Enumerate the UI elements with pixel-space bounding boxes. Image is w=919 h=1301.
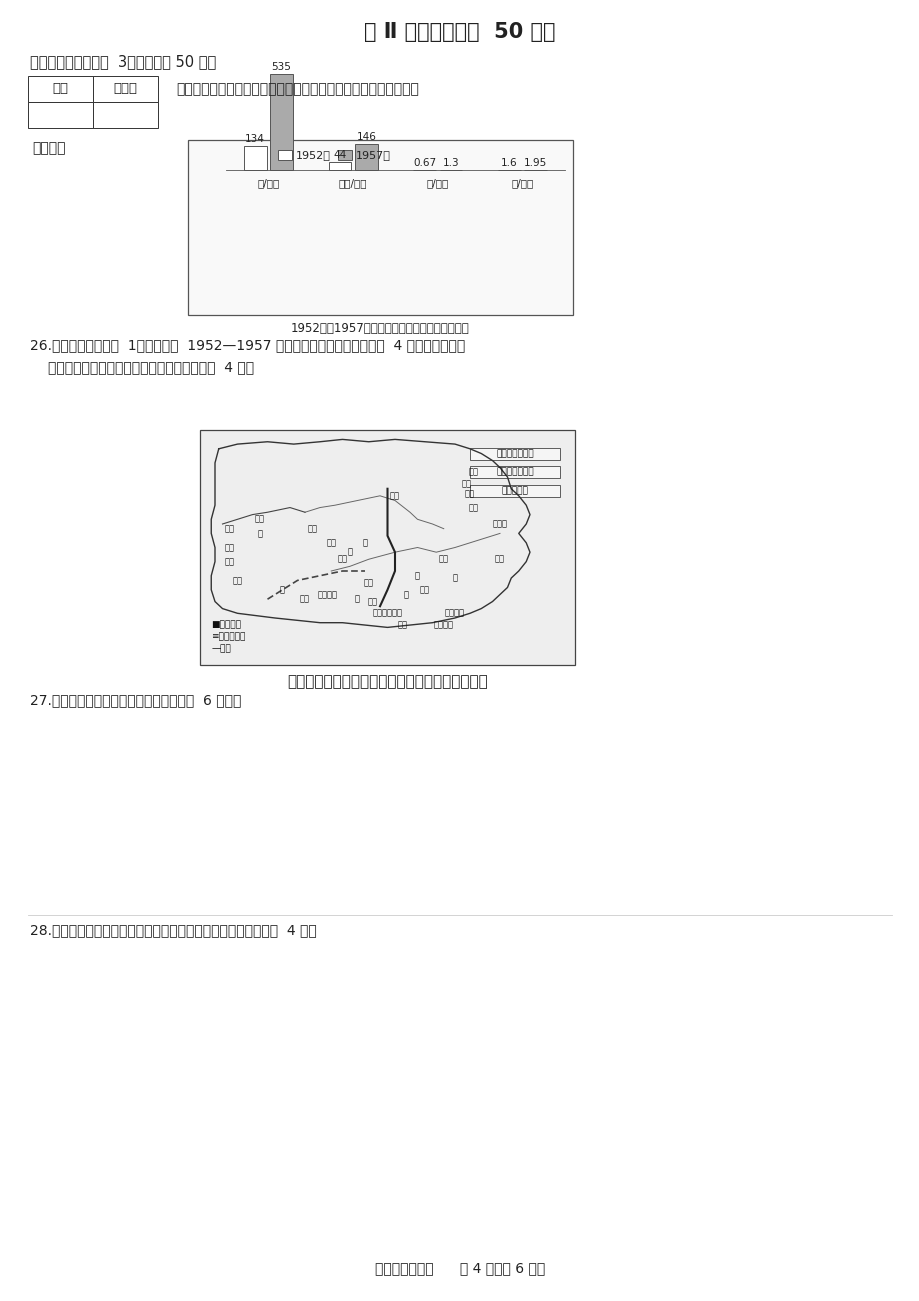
Text: 宝鸡: 宝鸡 xyxy=(337,554,347,563)
Bar xyxy=(28,101,93,127)
Text: 连云港: 连云港 xyxy=(492,519,507,528)
Text: 长春: 长春 xyxy=(469,468,478,476)
Text: 得分: 得分 xyxy=(52,82,68,95)
Text: 新藏: 新藏 xyxy=(225,543,234,552)
Bar xyxy=(93,101,158,127)
Bar xyxy=(187,141,573,315)
Text: 二、史料分析题（共  3个大题，共 50 分）: 二、史料分析题（共 3个大题，共 50 分） xyxy=(30,55,216,69)
Text: 第 Ⅱ 卷（非选择题  50 分）: 第 Ⅱ 卷（非选择题 50 分） xyxy=(364,22,555,42)
Text: 雅安: 雅安 xyxy=(367,597,377,606)
Text: 青: 青 xyxy=(279,585,285,595)
Text: 27.阅读上图，请写出两项建设主要成就（  6 分）。: 27.阅读上图，请写出两项建设主要成就（ 6 分）。 xyxy=(30,693,241,706)
Text: 第一汽车制造厂: 第一汽车制造厂 xyxy=(495,449,533,458)
Text: 路: 路 xyxy=(355,595,359,604)
Text: 煎/亿吨: 煎/亿吨 xyxy=(426,178,448,189)
Bar xyxy=(278,150,291,160)
Text: 藏: 藏 xyxy=(257,530,262,537)
Bar xyxy=(337,150,352,160)
Text: 锂/万吨: 锂/万吨 xyxy=(257,178,279,189)
Text: 134: 134 xyxy=(245,134,265,144)
Text: 北京: 北京 xyxy=(390,492,400,501)
Text: 1952年: 1952年 xyxy=(296,150,331,160)
Text: 大型轧钢厂: 大型轧钢厂 xyxy=(501,487,528,496)
Text: 成都: 成都 xyxy=(363,578,373,587)
Text: 公路: 公路 xyxy=(225,557,234,566)
Text: 普兰: 普兰 xyxy=(233,576,243,585)
Text: 535: 535 xyxy=(271,62,291,73)
Text: 武汉: 武汉 xyxy=(438,554,448,563)
Bar xyxy=(93,75,158,101)
Text: 沈阳: 沈阳 xyxy=(460,480,471,489)
Text: 鞍山: 鞍山 xyxy=(464,489,474,498)
Text: 第一个五年计划工业交通建设主要成就分布示意图: 第一个五年计划工业交通建设主要成就分布示意图 xyxy=(287,674,487,690)
Bar xyxy=(355,144,378,170)
Text: 武汉: 武汉 xyxy=(420,585,429,595)
Text: 鹰厦铁路: 鹰厦铁路 xyxy=(433,621,453,630)
Bar xyxy=(28,75,93,101)
Bar xyxy=(244,146,267,170)
Text: —公路: —公路 xyxy=(211,644,231,653)
Text: 1957年: 1957年 xyxy=(356,150,391,160)
Text: 0.67: 0.67 xyxy=(413,157,436,168)
Bar xyxy=(470,448,560,459)
Text: 1952年和1957年我国工农业主要产品产量示意图: 1952年和1957年我国工农业主要产品产量示意图 xyxy=(290,321,470,334)
Text: 川藏公路: 川藏公路 xyxy=(317,589,337,598)
Text: 长: 长 xyxy=(403,589,408,598)
Text: 公路: 公路 xyxy=(255,515,265,524)
Text: 兰州: 兰州 xyxy=(326,539,335,548)
Text: （一）新中国的工业化，走过了一条艰难、曲折的工业强国之路。: （一）新中国的工业化，走过了一条艰难、曲折的工业强国之路。 xyxy=(176,82,418,96)
Text: 评卷人: 评卷人 xyxy=(113,82,137,95)
Text: 1.6: 1.6 xyxy=(501,157,517,168)
Text: 上海: 上海 xyxy=(494,554,505,563)
Text: 长: 长 xyxy=(414,571,420,580)
Text: 叶城: 叶城 xyxy=(225,524,234,533)
Text: 七年级历史试题      第 4 页（共 6 页）: 七年级历史试题 第 4 页（共 6 页） xyxy=(374,1261,545,1275)
Bar xyxy=(470,466,560,479)
Text: 146: 146 xyxy=(356,131,376,142)
Text: 南梗: 南梗 xyxy=(397,621,407,630)
Text: 原油/万吨: 原油/万吨 xyxy=(338,178,367,189)
Text: ≡新修建铁路: ≡新修建铁路 xyxy=(211,632,245,641)
Text: 粮/亿吨: 粮/亿吨 xyxy=(511,178,533,189)
Text: ■原有铁路: ■原有铁路 xyxy=(211,621,241,630)
Text: 黄: 黄 xyxy=(347,548,352,557)
Text: 沈阳第一机床厂: 沈阳第一机床厂 xyxy=(495,468,533,476)
Bar xyxy=(470,485,560,497)
Text: 44: 44 xyxy=(333,150,346,160)
Text: 材料一：: 材料一： xyxy=(32,141,65,155)
Text: 鹰厦铁路: 鹰厦铁路 xyxy=(445,609,464,618)
Text: 西宁: 西宁 xyxy=(307,524,317,533)
Text: 拉萨: 拉萨 xyxy=(300,595,310,604)
Text: 1.95: 1.95 xyxy=(524,157,547,168)
Bar xyxy=(270,74,292,170)
Text: 河: 河 xyxy=(362,539,367,548)
Text: 28.根据以上材料，可以看出，新中国的工业化是怎样起步的？（  4 分）: 28.根据以上材料，可以看出，新中国的工业化是怎样起步的？（ 4 分） xyxy=(30,922,316,937)
Text: 结合所学，请写出变化的主要原因是什么？（  4 分）: 结合所学，请写出变化的主要原因是什么？（ 4 分） xyxy=(48,360,254,373)
Text: 26.依据材料一中的图  1，指出我国  1952—1957 年工农业产品有什么变化？（  4 分）根据材料，: 26.依据材料一中的图 1，指出我国 1952—1957 年工农业产品有什么变化… xyxy=(30,338,465,353)
Text: 武汉长江大桥: 武汉长江大桥 xyxy=(372,609,403,618)
Text: 大连: 大连 xyxy=(469,503,478,513)
Text: 1.3: 1.3 xyxy=(442,157,459,168)
Text: 江: 江 xyxy=(452,574,457,583)
Bar xyxy=(328,163,351,170)
Bar xyxy=(199,431,574,665)
